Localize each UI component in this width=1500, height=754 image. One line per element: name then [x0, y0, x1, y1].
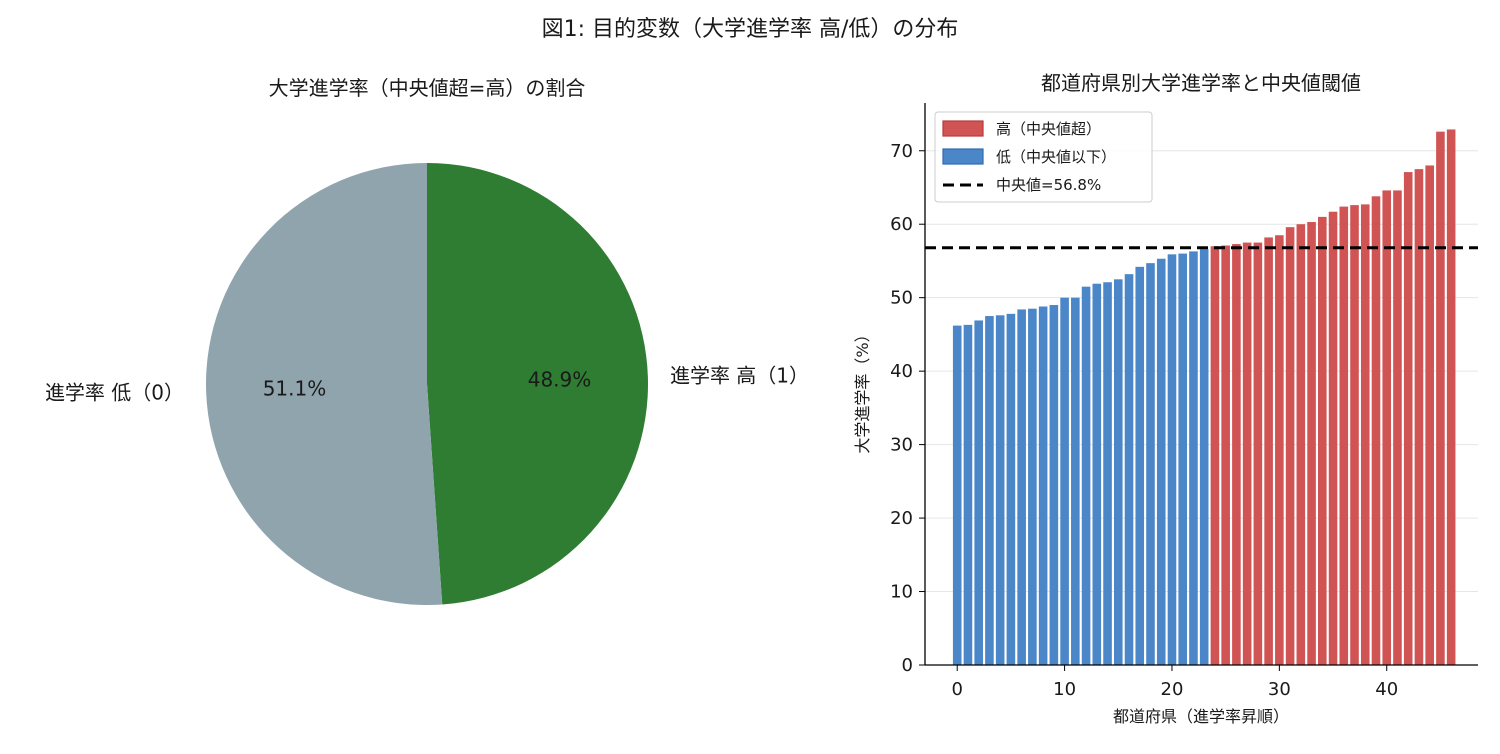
bar: [1071, 297, 1080, 665]
bar: [1350, 205, 1359, 665]
bar-title: 都道府県別大学進学率と中央値閾値: [1041, 71, 1361, 95]
x-axis-label: 都道府県（進学率昇順）: [1113, 707, 1289, 726]
pie-chart: 大学進学率（中央値超=高）の割合 48.9% 進学率 高（1） 51.1% 進学率 低…: [45, 76, 809, 605]
bar: [1006, 313, 1016, 665]
legend: 高（中央値超） 低（中央値以下） 中央値=56.8%: [934, 111, 1153, 203]
bar: [1253, 242, 1263, 665]
y-tick-label: 30: [890, 435, 913, 456]
bar: [1189, 251, 1198, 665]
y-tick-label: 40: [890, 361, 913, 382]
y-tick-label: 20: [890, 508, 913, 529]
bar: [1339, 206, 1349, 665]
bar: [1167, 254, 1177, 666]
pie-slices: [206, 163, 649, 605]
bar: [1296, 224, 1306, 665]
y-axis-ticks: 0 10 20 30 40 50 60 70: [890, 141, 925, 676]
bar: [1446, 129, 1456, 666]
bar: [1081, 286, 1091, 665]
bar: [1028, 308, 1037, 665]
pie-slice: [206, 163, 443, 605]
bar: [1017, 309, 1026, 665]
bar: [1232, 244, 1241, 666]
bar: [1371, 196, 1381, 665]
bar: [1156, 258, 1166, 665]
bar: [1264, 237, 1273, 665]
bar: [1135, 266, 1145, 665]
y-axis-label: 大学進学率（%）: [853, 326, 872, 453]
bar: [1382, 190, 1392, 665]
bar: [1403, 172, 1413, 665]
bar: [1178, 253, 1188, 665]
bar: [1275, 235, 1284, 665]
x-axis-ticks: 0 10 20 30 40: [951, 665, 1398, 700]
bar: [1307, 222, 1316, 665]
bar: [1318, 216, 1327, 666]
legend-swatch-low: [942, 148, 984, 165]
y-tick-label: 50: [890, 288, 913, 309]
y-tick-label: 60: [890, 214, 913, 235]
y-tick-label: 70: [890, 141, 913, 162]
bar: [1199, 249, 1209, 665]
legend-swatch-high: [942, 120, 984, 137]
bar: [952, 325, 962, 665]
y-tick-label: 0: [902, 655, 913, 676]
legend-label-low: 低（中央値以下）: [996, 148, 1116, 166]
pie-slice: [427, 163, 649, 605]
bar: [1221, 245, 1230, 665]
pie-labels: 48.9% 進学率 高（1） 51.1% 進学率 低（0）: [45, 364, 809, 405]
x-tick-label: 30: [1268, 679, 1291, 700]
bar: [1038, 306, 1048, 665]
bar: [1049, 305, 1059, 665]
bar-axes: [924, 103, 1478, 666]
legend-label-high: 高（中央値超）: [996, 120, 1101, 138]
figure-title: 図1: 目的変数（大学進学率 高/低）の分布: [542, 17, 959, 42]
bar: [1060, 297, 1069, 665]
bar: [974, 320, 983, 665]
pie-pct-label: 48.9%: [528, 367, 592, 391]
x-tick-label: 40: [1375, 679, 1398, 700]
bar: [963, 324, 973, 665]
bar: [1285, 227, 1295, 666]
bar: [1425, 165, 1434, 665]
bar: [1393, 190, 1402, 665]
bar: [995, 315, 1005, 665]
bar-series: [952, 129, 1456, 666]
bar: [1092, 283, 1102, 665]
pie-pct-label: 51.1%: [263, 377, 327, 401]
legend-box: [934, 111, 1153, 203]
pie-title: 大学進学率（中央値超=高）の割合: [269, 76, 586, 100]
bar: [1360, 204, 1370, 666]
bar: [1436, 131, 1445, 665]
bar: [1210, 246, 1220, 666]
pie-slice-label: 進学率 低（0）: [45, 380, 184, 404]
bar: [1242, 242, 1252, 665]
bar: [985, 316, 994, 665]
bar-chart: 都道府県別大学進学率と中央値閾値 0 10 20 30 40 0 10 20 30 40 50 60…: [853, 71, 1478, 726]
bar: [1113, 279, 1123, 665]
bar: [1146, 263, 1155, 665]
legend-label-median: 中央値=56.8%: [996, 176, 1101, 194]
x-tick-label: 20: [1161, 679, 1184, 700]
bar: [1124, 274, 1134, 665]
bar: [1103, 282, 1112, 665]
y-tick-label: 10: [890, 582, 913, 603]
x-tick-label: 0: [951, 679, 962, 700]
x-tick-label: 10: [1053, 679, 1076, 700]
bar: [1414, 169, 1424, 665]
pie-slice-label: 進学率 高（1）: [670, 364, 809, 388]
bar: [1328, 211, 1338, 665]
